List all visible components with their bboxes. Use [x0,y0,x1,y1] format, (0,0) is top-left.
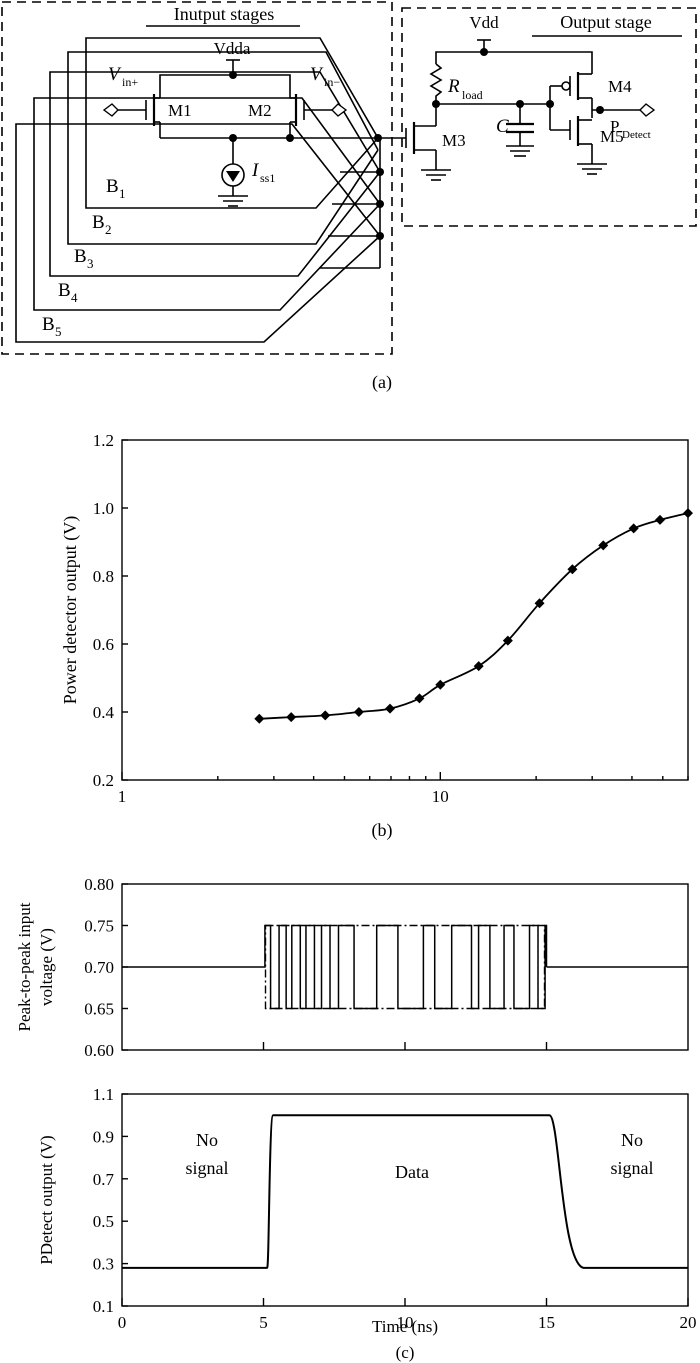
chart-b-xtick-label: 1 [118,787,127,806]
bias-label-b5: B [42,314,55,335]
caption-b: (b) [372,820,393,841]
circuit-schematic: Inutput stages Output stage B 1 B 2 B 3 … [1,1,697,393]
power-detector-chart: 0.2 0.4 0.6 0.8 1.0 1.2 1 10 Power detector out… [60,431,693,841]
annotation-no-signal-right-1: No [621,1130,643,1150]
chart-b-point [534,598,545,609]
input-voltage-chart: 0.600.650.700.750.80 Peak-to-peak input … [15,875,689,1060]
caption-c: (c) [396,1343,415,1362]
chart-b-ytick-label: 0.8 [93,567,114,586]
chart-b-point [320,710,331,721]
annotation-no-signal-left-2: signal [186,1158,229,1178]
chart-c-bottom-xtick-label: 0 [118,1313,127,1332]
caption-a: (a) [372,372,392,393]
chart-c-bottom-xtick-label: 15 [538,1313,555,1332]
chart-c-top-ylabel-2: voltage (V) [37,928,56,1006]
chart-b-point [628,523,639,534]
m2-label: M2 [248,101,272,120]
vin-minus-label: V [310,64,324,85]
annotation-no-signal-left-1: No [196,1130,218,1150]
chart-c-top-envelope [264,924,546,1010]
chart-c-bottom-ytick-label: 0.1 [93,1297,114,1316]
bias-label-b1: B [106,176,119,197]
chart-b-frame [121,439,689,781]
chart-b-point [435,679,446,690]
iss-label: I [251,160,260,181]
bias-sub-b1: 1 [119,186,126,201]
chart-c-bottom-ytick-label: 0.7 [93,1170,115,1189]
bias-stage-outlines [15,37,384,343]
m3-label: M3 [442,131,466,150]
chart-b-point [473,661,484,672]
m5-label: M5 [600,127,624,146]
rload-label: R [447,76,460,97]
pout-sub: Detect [622,129,651,141]
chart-b-ytick-label: 0.2 [93,771,114,790]
bias-label-b3: B [74,246,87,267]
output-stage-box [401,7,697,227]
chart-b-ytick-label: 0.6 [93,635,114,654]
output-stage-label: Output stage [560,12,652,32]
cap-label: C [496,116,509,137]
input-stages-box [1,1,393,355]
chart-b-point [655,514,666,525]
chart-b-xtick-label: 10 [432,787,449,806]
chart-c-bottom-ylabel: PDetect output (V) [37,1135,56,1264]
chart-b-point [353,707,364,717]
bias-sub-b4: 4 [71,290,78,305]
bias-sub-b5: 5 [55,324,62,339]
chart-c-top-ytick-label: 0.70 [84,958,114,977]
bias-label-b2: B [92,212,105,233]
vin-plus-label: V [108,64,122,85]
vdda-label: Vdda [214,39,251,58]
pout-label: P [610,117,619,136]
vdd-label: Vdd [469,13,499,32]
rload-sub: load [462,88,483,102]
chart-c-bottom-waveform [122,1114,688,1269]
chart-b-ylabel: Power detector output (V) [60,516,81,704]
vin-minus-sub: in− [324,75,340,89]
chart-b-ytick-label: 1.2 [93,431,114,450]
chart-c-bottom-xlabel: Time (ns) [372,1317,438,1336]
chart-c-bottom-xtick-label: 10 [397,1313,414,1332]
output-stage: Vdd R load C [380,13,656,181]
chart-c-top-waveform [263,924,548,1010]
chart-b-point [598,540,609,551]
bias-label-b4: B [58,280,71,301]
chart-c-bottom-frame [121,1093,689,1307]
chart-c-top-ylabel-1: Peak-to-peak input [15,902,34,1031]
chart-b-point [567,564,578,575]
chart-c-bottom-ytick-label: 1.1 [93,1085,114,1104]
chart-b-point [254,713,265,724]
chart-b-point [286,712,297,723]
annotation-data: Data [395,1162,429,1182]
m4-label: M4 [608,77,632,96]
chart-b-point [385,703,396,714]
bias-sub-b3: 3 [87,256,94,271]
pdetect-output-chart: 0.1 0.3 0.5 0.7 0.9 1.1 0 5 10 15 20 PDetect outpu… [37,1085,697,1362]
chart-c-bottom-ytick-label: 0.3 [93,1255,114,1274]
iss-sub: ss1 [260,171,275,185]
chart-c-top-ytick-label: 0.75 [84,917,114,936]
chart-b-ytick-label: 1.0 [93,499,114,518]
differential-pair: Vdda M1 V in+ M2 V [102,39,382,207]
chart-c-bottom-ytick-label: 0.9 [93,1127,114,1146]
m1-label: M1 [168,101,192,120]
chart-c-top-ytick-label: 0.60 [84,1041,114,1060]
chart-c-bottom-xtick-label: 20 [680,1313,697,1332]
chart-c-bottom-xtick-label: 5 [259,1313,268,1332]
chart-c-top-ytick-label: 0.65 [84,1000,114,1019]
vin-plus-sub: in+ [122,75,138,89]
chart-b-series-line [259,512,689,720]
input-stages-label: Inutput stages [174,4,275,24]
chart-c-top-ytick-label: 0.80 [84,875,114,894]
chart-b-ytick-label: 0.4 [93,703,115,722]
bias-sub-b2: 2 [105,222,112,237]
chart-b-point [502,635,513,646]
chart-b-point [683,508,693,519]
annotation-no-signal-right-2: signal [611,1158,654,1178]
chart-b-point [414,693,425,704]
chart-c-bottom-ytick-label: 0.5 [93,1212,114,1231]
